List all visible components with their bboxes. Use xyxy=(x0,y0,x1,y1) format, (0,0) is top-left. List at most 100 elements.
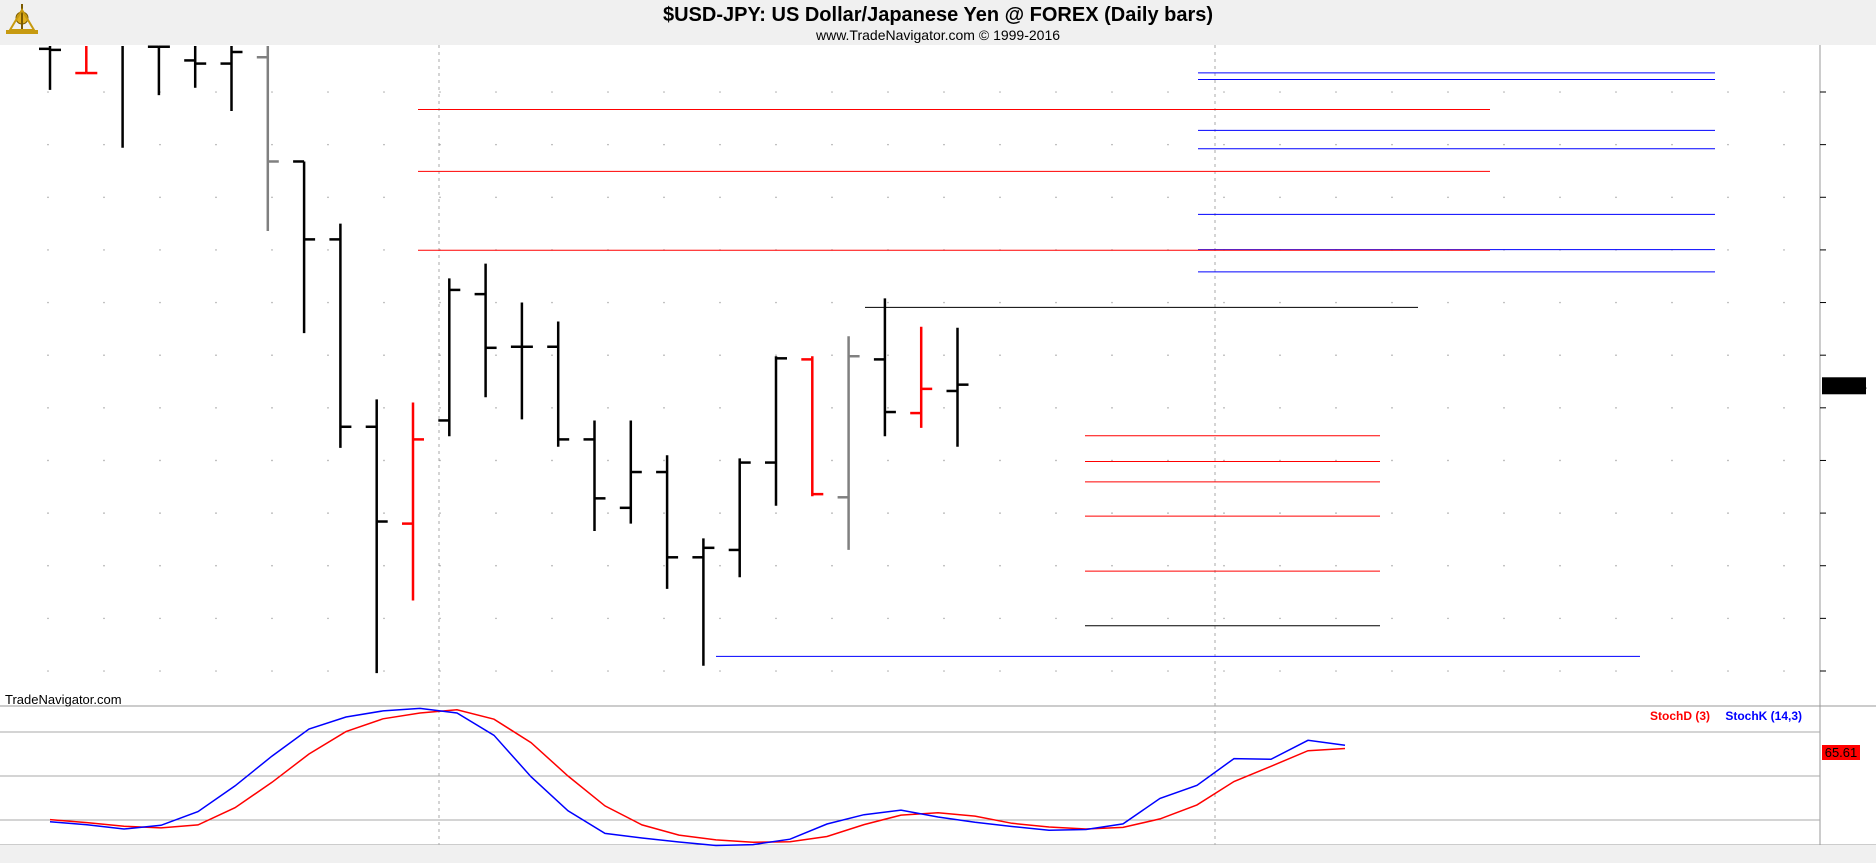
grid-dot xyxy=(383,143,385,146)
grid-dot xyxy=(1111,407,1113,409)
grid-dot xyxy=(719,354,721,356)
grid-dot xyxy=(1727,249,1729,251)
grid-dot xyxy=(1559,564,1561,567)
grid-dot xyxy=(887,91,889,93)
grid-dot xyxy=(1615,91,1617,93)
grid-dot xyxy=(159,249,161,251)
grid-dot xyxy=(103,91,105,93)
grid-dot xyxy=(159,512,161,514)
grid-dot xyxy=(1559,143,1561,146)
stoch-grid xyxy=(0,731,1820,821)
grid-dot xyxy=(1055,196,1057,199)
grid-dot xyxy=(215,196,217,199)
grid-dot xyxy=(47,617,49,620)
grid-dot xyxy=(1783,301,1785,304)
grid-dot xyxy=(663,617,665,620)
grid-dot xyxy=(719,512,721,514)
grid-dot xyxy=(1727,512,1729,514)
grid-dot xyxy=(1055,617,1057,620)
grid-dot xyxy=(383,459,385,462)
grid-dot xyxy=(215,512,217,514)
grid-dot xyxy=(607,617,609,620)
grid-dot xyxy=(1279,617,1281,620)
grid-dot xyxy=(551,564,553,567)
grid-dot xyxy=(439,512,441,514)
grid-dot xyxy=(1111,670,1113,672)
grid-dot xyxy=(159,143,161,146)
grid-dot xyxy=(159,407,161,409)
grid-dot xyxy=(1335,670,1337,672)
date-grid xyxy=(438,45,1216,845)
grid-dot xyxy=(47,143,49,146)
grid-dot xyxy=(1783,91,1785,93)
grid-dot xyxy=(1391,670,1393,672)
grid-dot xyxy=(943,301,945,304)
grid-dot xyxy=(215,143,217,146)
grid-dot xyxy=(1391,301,1393,304)
grid-dot xyxy=(327,354,329,356)
grid-dot xyxy=(831,407,833,409)
grid-dot xyxy=(1223,459,1225,462)
grid-dot xyxy=(215,459,217,462)
grid-dot xyxy=(1503,512,1505,514)
grid-dot xyxy=(663,670,665,672)
grid-dot xyxy=(663,459,665,462)
grid-dot xyxy=(719,564,721,567)
grid-dot xyxy=(1671,196,1673,199)
grid-dot xyxy=(271,407,273,409)
grid-dot xyxy=(1167,564,1169,567)
grid-dot xyxy=(1727,407,1729,409)
grid-dot xyxy=(271,249,273,251)
grid-dot xyxy=(719,407,721,409)
grid-dot xyxy=(607,564,609,567)
grid-dot xyxy=(607,512,609,514)
grid-dot xyxy=(1783,459,1785,462)
grid-dot xyxy=(1335,459,1337,462)
grid-dot xyxy=(1279,407,1281,409)
grid-dot xyxy=(271,512,273,514)
grid-dot xyxy=(1503,459,1505,462)
grid-dot xyxy=(215,91,217,93)
grid-dot xyxy=(1279,301,1281,304)
grid-dot xyxy=(1279,512,1281,514)
grid-dot xyxy=(887,143,889,146)
grid-dot xyxy=(1391,354,1393,356)
grid-dot xyxy=(1391,407,1393,409)
grid-dot xyxy=(607,354,609,356)
grid-dot xyxy=(831,564,833,567)
grid-dot xyxy=(999,617,1001,620)
grid-dot xyxy=(1727,617,1729,620)
grid-dot xyxy=(1111,564,1113,567)
grid-dot xyxy=(1223,670,1225,672)
grid-dot xyxy=(1503,91,1505,93)
grid-dot xyxy=(887,670,889,672)
grid-dot xyxy=(775,617,777,620)
ohlc-bars xyxy=(39,45,969,674)
grid-dot xyxy=(103,407,105,409)
grid-dot xyxy=(1503,143,1505,146)
grid-dot xyxy=(1167,617,1169,620)
grid-dot xyxy=(551,301,553,304)
grid-dot xyxy=(831,459,833,462)
grid-dot xyxy=(663,512,665,514)
grid-dot xyxy=(327,617,329,620)
grid-dot xyxy=(1167,196,1169,199)
grid-dot xyxy=(607,407,609,409)
grid-dot xyxy=(1167,354,1169,356)
grid-dot xyxy=(47,670,49,672)
grid-dot xyxy=(383,512,385,514)
grid-dot xyxy=(943,196,945,199)
grid-dot xyxy=(439,459,441,462)
grid-dot xyxy=(215,354,217,356)
grid-dot xyxy=(1223,617,1225,620)
stoch-series-line xyxy=(49,707,1346,847)
grid-dot xyxy=(439,91,441,93)
grid-dot xyxy=(271,196,273,199)
grid-dot xyxy=(1559,301,1561,304)
grid-dot xyxy=(1671,564,1673,567)
date-axis-band xyxy=(0,845,1876,863)
grid-dot xyxy=(1783,354,1785,356)
grid-dot xyxy=(1167,143,1169,146)
grid-dot xyxy=(1447,143,1449,146)
grid-dot xyxy=(1055,301,1057,304)
